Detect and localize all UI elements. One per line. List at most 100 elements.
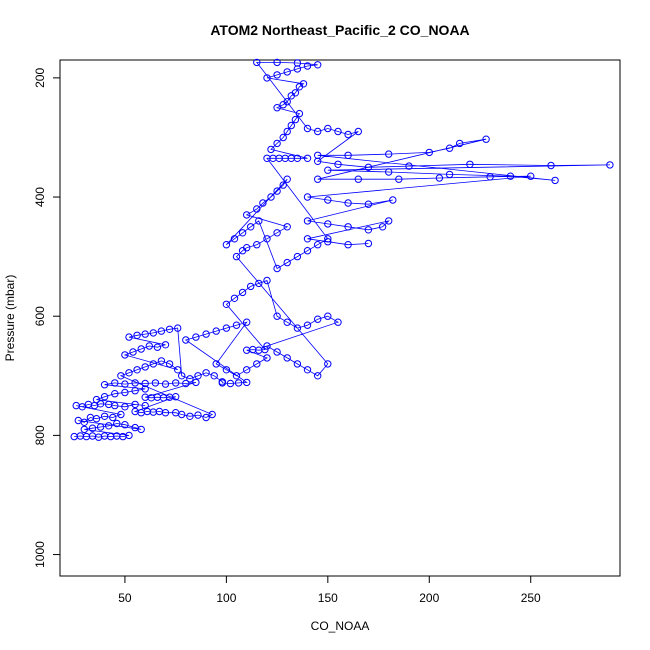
data-point bbox=[364, 163, 373, 172]
data-point bbox=[234, 379, 243, 387]
data-point bbox=[186, 412, 194, 420]
data-point bbox=[222, 324, 231, 332]
data-point bbox=[141, 330, 149, 338]
data-point bbox=[161, 341, 170, 349]
data-point bbox=[606, 161, 614, 169]
data-point bbox=[133, 331, 141, 339]
data-point bbox=[151, 379, 160, 387]
data-point bbox=[121, 403, 129, 411]
data-point bbox=[303, 124, 312, 133]
data-point bbox=[344, 241, 352, 249]
data-point bbox=[314, 315, 322, 323]
data-point bbox=[273, 264, 281, 273]
data-point bbox=[273, 312, 281, 320]
data-point bbox=[182, 379, 190, 388]
data-point bbox=[267, 193, 275, 201]
data-point bbox=[344, 223, 352, 231]
data-point bbox=[186, 375, 194, 383]
data-point bbox=[425, 148, 433, 157]
data-point bbox=[253, 205, 261, 213]
data-point bbox=[157, 327, 166, 335]
series-layer bbox=[70, 58, 614, 441]
data-point bbox=[255, 279, 263, 288]
data-point bbox=[283, 258, 291, 267]
data-point bbox=[314, 61, 322, 69]
x-tick-label: 250 bbox=[521, 591, 541, 605]
data-point bbox=[273, 229, 281, 237]
data-point bbox=[113, 419, 121, 428]
data-point bbox=[273, 348, 281, 356]
data-point bbox=[131, 400, 139, 409]
data-point bbox=[230, 235, 239, 243]
data-point bbox=[109, 413, 117, 422]
data-point bbox=[261, 345, 269, 354]
x-tick-label: 150 bbox=[318, 591, 338, 605]
data-point bbox=[161, 380, 170, 388]
data-point bbox=[527, 172, 535, 180]
data-point bbox=[263, 354, 271, 362]
data-point bbox=[263, 276, 271, 285]
data-point bbox=[354, 127, 362, 136]
data-point bbox=[314, 241, 322, 249]
data-point bbox=[100, 393, 109, 401]
data-point bbox=[253, 58, 261, 67]
data-point bbox=[212, 327, 220, 335]
data-point bbox=[324, 124, 332, 133]
data-point bbox=[378, 223, 387, 231]
data-point bbox=[243, 378, 251, 387]
data-point bbox=[238, 288, 247, 297]
data-point bbox=[192, 378, 200, 387]
data-point bbox=[303, 235, 312, 243]
data-point bbox=[263, 342, 271, 350]
chart-title: ATOM2 Northeast_Pacific_2 CO_NOAA bbox=[210, 22, 469, 38]
data-point bbox=[247, 223, 255, 231]
data-point bbox=[293, 59, 302, 67]
data-point bbox=[165, 325, 174, 333]
data-point bbox=[324, 238, 332, 246]
data-point bbox=[80, 425, 89, 434]
data-point bbox=[283, 98, 291, 106]
data-point bbox=[78, 403, 87, 411]
data-point bbox=[202, 369, 210, 377]
data-point bbox=[174, 324, 182, 332]
data-point bbox=[218, 379, 227, 387]
data-point bbox=[247, 282, 255, 291]
data-point bbox=[232, 252, 241, 261]
data-point bbox=[153, 343, 162, 351]
data-point bbox=[263, 74, 271, 82]
data-point bbox=[324, 312, 332, 320]
data-point bbox=[243, 318, 251, 326]
data-point bbox=[279, 133, 287, 142]
data-point bbox=[295, 109, 304, 118]
y-tick-label: 200 bbox=[33, 68, 47, 88]
data-point bbox=[293, 360, 302, 368]
data-point bbox=[283, 127, 291, 136]
y-axis-label: Pressure (mbar) bbox=[3, 275, 17, 362]
data-point bbox=[243, 366, 251, 374]
data-point bbox=[165, 360, 174, 368]
data-point bbox=[314, 127, 322, 136]
data-point bbox=[283, 68, 291, 76]
data-point bbox=[80, 418, 89, 426]
data-point bbox=[131, 387, 139, 395]
data-point bbox=[324, 360, 332, 368]
data-point bbox=[334, 160, 342, 169]
data-point bbox=[273, 58, 281, 67]
data-point bbox=[395, 175, 403, 183]
data-point bbox=[208, 410, 216, 419]
data-point bbox=[149, 360, 158, 368]
data-point bbox=[303, 193, 312, 201]
data-point bbox=[149, 329, 158, 337]
data-point bbox=[334, 318, 342, 326]
data-point bbox=[405, 162, 413, 170]
x-axis-label: CO_NOAA bbox=[311, 619, 370, 633]
data-point bbox=[157, 357, 166, 365]
data-point bbox=[243, 244, 251, 252]
data-point bbox=[273, 71, 281, 79]
data-point bbox=[314, 175, 322, 183]
data-point bbox=[293, 154, 302, 163]
data-point bbox=[324, 166, 332, 174]
data-point bbox=[137, 345, 145, 353]
data-point bbox=[226, 379, 235, 388]
